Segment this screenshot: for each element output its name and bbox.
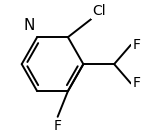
Text: F: F — [132, 76, 140, 90]
Text: F: F — [54, 119, 62, 133]
Text: Cl: Cl — [92, 4, 106, 18]
Text: F: F — [132, 38, 140, 52]
Text: N: N — [23, 18, 34, 33]
